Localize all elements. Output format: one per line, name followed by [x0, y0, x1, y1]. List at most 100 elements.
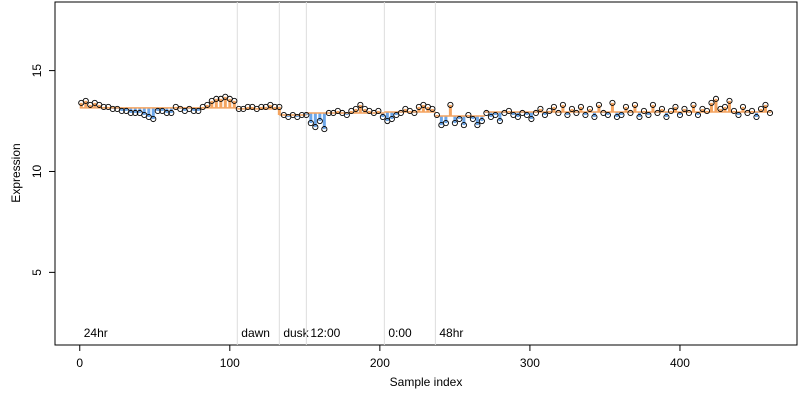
point: [492, 111, 499, 119]
point: [109, 105, 116, 112]
point: [312, 124, 319, 131]
annotation: dawn: [241, 326, 270, 340]
point: [514, 113, 521, 121]
point: [735, 111, 742, 119]
point: [235, 105, 242, 112]
point: [541, 111, 548, 119]
x-tick-label: 100: [220, 356, 240, 370]
point: [82, 97, 89, 104]
point: [379, 113, 386, 121]
point: [483, 109, 490, 117]
point: [528, 115, 535, 123]
point: [150, 115, 157, 123]
x-tick-label: 200: [370, 356, 390, 370]
point: [537, 105, 544, 112]
point: [609, 99, 616, 106]
point: [190, 107, 197, 115]
annotation: 48hr: [439, 326, 463, 340]
point: [577, 103, 584, 110]
point: [343, 111, 350, 119]
point: [271, 103, 278, 110]
point: [433, 111, 440, 119]
x-tick-label: 300: [520, 356, 540, 370]
point: [375, 107, 382, 115]
point: [168, 109, 175, 117]
point: [429, 105, 436, 112]
annotation: 12:00: [310, 326, 340, 340]
annotation: 0:00: [388, 326, 412, 340]
point: [442, 120, 449, 127]
point: [132, 109, 139, 117]
point: [564, 111, 571, 119]
point: [627, 109, 634, 117]
point: [204, 101, 211, 108]
point: [505, 107, 512, 115]
point: [690, 101, 697, 108]
annotation: 24hr: [84, 326, 108, 340]
point: [163, 109, 170, 117]
point: [127, 109, 134, 117]
point: [555, 109, 562, 117]
point: [739, 103, 747, 110]
point: [532, 109, 539, 117]
point: [465, 111, 472, 119]
x-axis-label: Sample index: [390, 375, 463, 389]
point: [721, 103, 729, 110]
point: [195, 107, 202, 115]
point: [622, 103, 629, 110]
point: [298, 111, 305, 119]
point: [118, 107, 125, 115]
point: [388, 115, 395, 123]
point: [307, 120, 314, 127]
point: [559, 101, 566, 108]
point: [154, 107, 161, 115]
point: [676, 111, 684, 119]
point: [474, 122, 481, 129]
point: [663, 113, 670, 121]
point: [667, 107, 675, 115]
point: [411, 109, 418, 117]
point: [550, 103, 557, 110]
point: [357, 101, 364, 108]
x-tick-label: 0: [76, 356, 83, 370]
point: [595, 101, 602, 108]
point: [478, 117, 485, 125]
point: [586, 105, 593, 112]
point: [762, 101, 769, 108]
point: [321, 126, 328, 133]
point: [213, 95, 220, 102]
point: [748, 107, 756, 115]
point: [451, 120, 458, 127]
y-tick-label: 15: [30, 64, 44, 78]
y-axis-label: Expression: [9, 143, 23, 202]
point: [672, 103, 679, 110]
point: [316, 117, 323, 125]
point: [447, 101, 454, 108]
point: [469, 115, 476, 123]
point: [325, 109, 332, 117]
point: [654, 109, 661, 117]
point: [258, 103, 265, 110]
point: [352, 105, 359, 112]
point: [726, 97, 733, 104]
point: [456, 115, 463, 123]
x-tick-label: 400: [670, 356, 690, 370]
point: [757, 105, 765, 112]
point: [640, 107, 647, 115]
point: [703, 107, 711, 115]
point: [708, 99, 715, 106]
point: [766, 109, 774, 117]
point: [753, 113, 760, 121]
point: [658, 105, 666, 112]
point: [582, 111, 589, 119]
y-tick-label: 5: [30, 269, 44, 276]
point: [591, 113, 598, 121]
annotation: dusk: [283, 326, 309, 340]
point: [496, 117, 503, 125]
point: [303, 111, 310, 119]
point: [604, 111, 611, 119]
point: [730, 107, 738, 115]
point: [231, 97, 238, 104]
point: [523, 111, 530, 119]
